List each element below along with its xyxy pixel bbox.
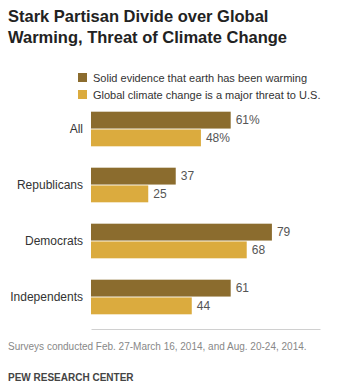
legend-swatch (78, 73, 87, 82)
data-label: 37 (181, 169, 195, 183)
data-label: 44 (197, 299, 211, 313)
category-label: Independents (10, 290, 83, 304)
bar (91, 129, 201, 146)
category-label: Republicans (17, 178, 83, 192)
data-label: 79 (277, 225, 291, 239)
text-line: Warming, Threat of Climate Change (8, 28, 287, 46)
data-label: 61 (236, 281, 250, 295)
legend-swatch (78, 90, 87, 99)
bar (91, 224, 272, 241)
axis-line (92, 329, 321, 330)
data-label: 25 (153, 187, 167, 201)
text-line: Surveys conducted Feb. 27-March 16, 2014… (8, 341, 307, 352)
chart: Stark Partisan Divide over Global Warming… (0, 0, 337, 388)
note: Surveys conducted Feb. 27-March 16, 2014… (8, 341, 307, 352)
bar (91, 241, 247, 258)
text-line: Stark Partisan Divide over Global (8, 7, 268, 25)
category-label: All (70, 122, 83, 136)
title: Stark Partisan Divide over Global Warming… (8, 7, 287, 46)
data-labels: 61% 37 79 61 48% 25 68 44 (153, 113, 290, 313)
legend: Solid evidence that earth has been warmi… (78, 72, 320, 101)
bar (91, 185, 148, 202)
bars (91, 112, 272, 315)
data-label: 68 (252, 243, 266, 257)
legend-label: Solid evidence that earth has been warmi… (93, 72, 307, 84)
bar (91, 297, 192, 314)
category-label: Democrats (25, 234, 83, 248)
bar (91, 168, 176, 185)
bar (91, 280, 231, 297)
x-axis (92, 329, 321, 330)
bar (91, 112, 231, 129)
legend-label: Global climate change is a major threat … (93, 89, 320, 101)
data-label: 48% (206, 131, 230, 145)
source: PEW RESEARCH CENTER (8, 372, 134, 383)
category-labels: All Republicans Democrats Independents (10, 122, 83, 304)
data-label: 61% (236, 113, 260, 127)
